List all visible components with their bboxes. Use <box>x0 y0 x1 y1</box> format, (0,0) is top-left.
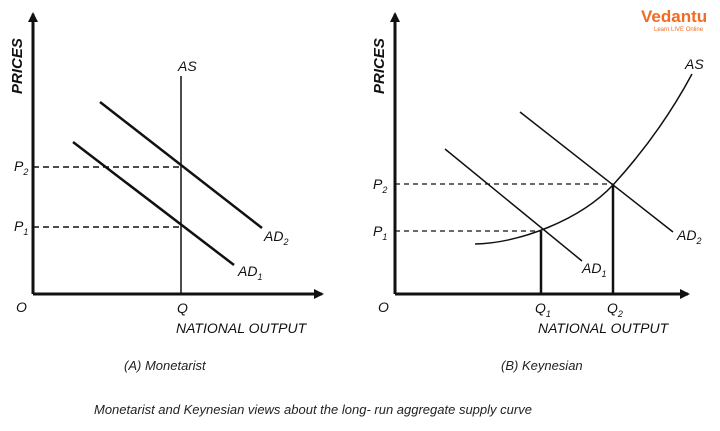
p2-label-b: P2 <box>373 176 387 195</box>
ad1-curve-b <box>444 148 583 262</box>
origin-label-b: O <box>378 299 389 315</box>
caption-keynesian: (B) Keynesian <box>501 358 583 373</box>
ad1-label-a: AD1 <box>237 263 262 282</box>
ad2-label-a: AD2 <box>263 228 288 247</box>
x-axis-title-a: NATIONAL OUTPUT <box>176 320 308 336</box>
panel-keynesian: PRICES NATIONAL OUTPUT O AS P2 P1 Q1 Q2 … <box>371 12 704 373</box>
as-label-b: AS <box>684 56 704 72</box>
caption-monetarist: (A) Monetarist <box>124 358 207 373</box>
origin-label-a: O <box>16 299 27 315</box>
logo-text: Vedantu <box>641 7 707 26</box>
panel-monetarist: PRICES NATIONAL OUTPUT O AS Q P2 P1 AD2 … <box>9 12 324 373</box>
y-axis-title-b: PRICES <box>371 38 388 94</box>
q2-label-b: Q2 <box>607 300 623 319</box>
x-axis-title-b: NATIONAL OUTPUT <box>538 320 670 336</box>
ad1-label-b: AD1 <box>581 260 606 279</box>
q1-label-b: Q1 <box>535 300 551 319</box>
y-axis-title-a: PRICES <box>9 38 26 94</box>
vedantu-logo: Vedantu Learn LIVE Online <box>641 7 707 33</box>
as-label-a: AS <box>177 58 197 74</box>
q-label-a: Q <box>177 300 188 316</box>
ad2-label-b: AD2 <box>676 227 701 246</box>
as-curve-b <box>474 73 693 245</box>
p1-label-b: P1 <box>373 223 387 242</box>
ad2-curve-a <box>99 101 263 229</box>
ad1-curve-a <box>72 141 235 266</box>
p2-label-a: P2 <box>14 158 28 177</box>
footer-caption: Monetarist and Keynesian views about the… <box>94 402 532 417</box>
p1-label-a: P1 <box>14 218 28 237</box>
logo-tagline: Learn LIVE Online <box>654 27 704 33</box>
ad2-curve-b <box>519 111 674 233</box>
